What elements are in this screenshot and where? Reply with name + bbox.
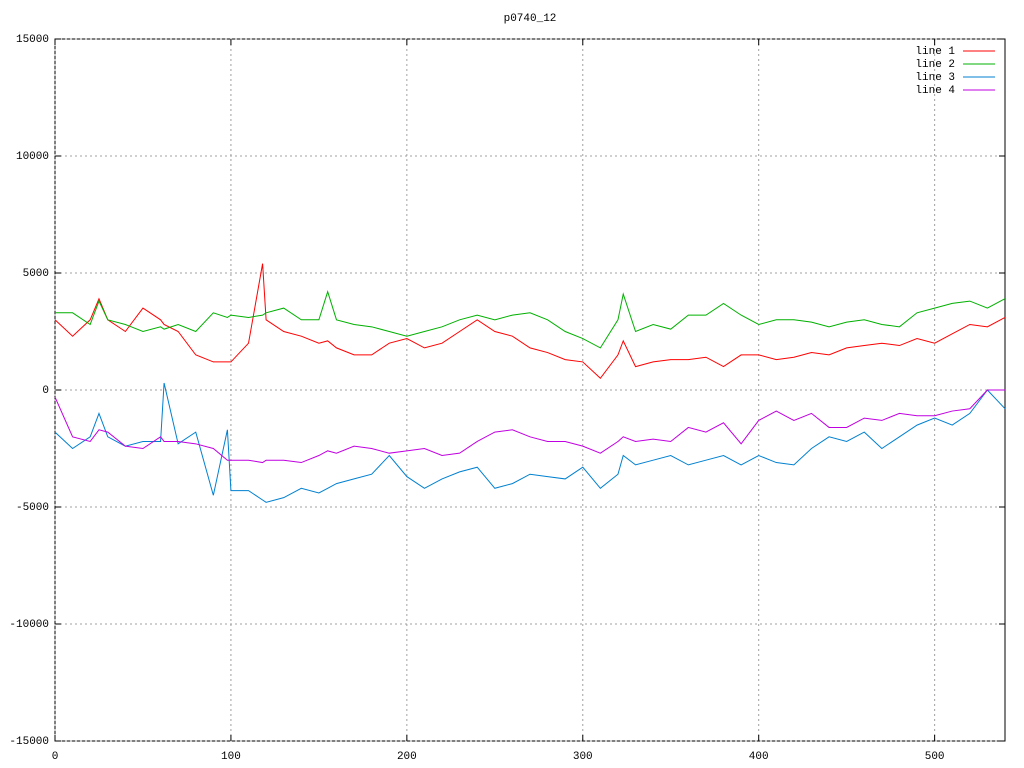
data-line: [54, 382, 1006, 503]
y-tick-label: 0: [42, 385, 49, 397]
chart-title: p0740_12: [504, 13, 557, 25]
y-tick-label: -10000: [9, 619, 49, 631]
x-tick-label: 500: [925, 751, 945, 763]
legend-label: line 4: [915, 85, 955, 97]
y-tick-label: -15000: [9, 736, 49, 748]
data-line: [55, 290, 1006, 349]
x-tick-label: 0: [52, 751, 59, 763]
data-line: [54, 263, 1006, 380]
x-tick-label: 200: [397, 751, 417, 763]
x-tick-label: 400: [749, 751, 769, 763]
data-line: [54, 389, 1005, 464]
x-tick-label: 300: [573, 751, 593, 763]
y-tick-label: 15000: [16, 34, 49, 46]
legend-label: line 3: [915, 72, 955, 84]
legend-label: line 2: [915, 59, 955, 71]
x-tick-label: 100: [221, 751, 241, 763]
legend-label: line 1: [915, 46, 955, 58]
y-tick-label: -5000: [16, 502, 49, 514]
y-tick-label: 10000: [16, 151, 49, 163]
y-tick-label: 5000: [23, 268, 49, 280]
